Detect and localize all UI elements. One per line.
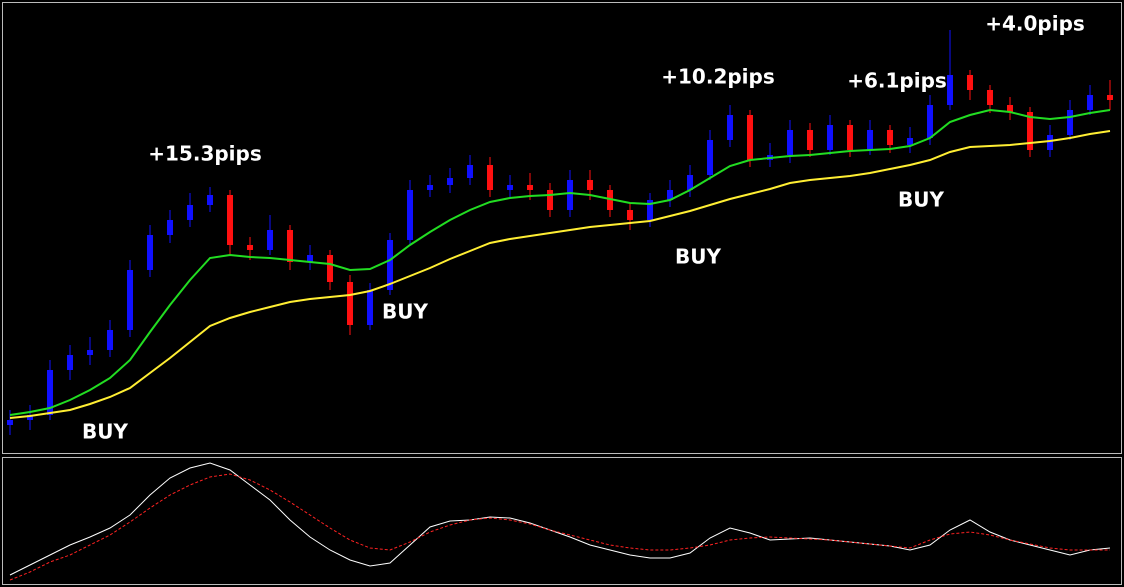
candle-body <box>447 178 453 185</box>
candle-body <box>287 230 293 262</box>
candle-body <box>1007 105 1013 112</box>
candle-body <box>407 190 413 240</box>
annotation: +4.0pips <box>985 12 1085 36</box>
candle-body <box>27 415 33 420</box>
candle-body <box>67 355 73 370</box>
candle-body <box>387 240 393 290</box>
candle-body <box>587 180 593 190</box>
candle-body <box>267 230 273 250</box>
annotation: BUY <box>82 420 128 444</box>
candle-body <box>567 180 573 210</box>
annotation: +10.2pips <box>661 65 775 89</box>
candle-body <box>727 115 733 140</box>
candle-body <box>87 350 93 355</box>
candle-body <box>547 190 553 210</box>
candle-body <box>167 220 173 235</box>
candle-body <box>207 195 213 205</box>
candle-body <box>867 130 873 150</box>
candle-body <box>667 190 673 200</box>
candle-body <box>1087 95 1093 110</box>
line <box>9 130 1111 419</box>
annotation: +15.3pips <box>148 142 262 166</box>
candle-body <box>987 90 993 105</box>
oscillator-panel <box>2 457 1122 585</box>
candle-body <box>527 185 533 190</box>
candle-body <box>787 130 793 155</box>
candle-body <box>907 138 913 145</box>
line <box>9 473 1110 581</box>
candle-body <box>247 245 253 250</box>
candle-body <box>1107 95 1113 100</box>
line <box>9 108 1111 416</box>
candle-body <box>487 165 493 190</box>
candle-body <box>7 420 13 425</box>
candle-body <box>707 140 713 175</box>
annotation: BUY <box>675 245 721 269</box>
annotation: +6.1pips <box>847 69 947 93</box>
candle-body <box>847 125 853 150</box>
candle-body <box>327 255 333 282</box>
candle-body <box>467 165 473 178</box>
candle-body <box>887 130 893 145</box>
candle-body <box>747 115 753 160</box>
price-panel <box>2 2 1122 454</box>
candle-body <box>1067 110 1073 135</box>
candle-body <box>1047 135 1053 150</box>
candle-body <box>187 205 193 220</box>
candle-body <box>147 235 153 270</box>
candle-body <box>647 200 653 220</box>
candle-body <box>307 255 313 262</box>
annotation: BUY <box>382 300 428 324</box>
candle-body <box>47 370 53 415</box>
candle-body <box>687 175 693 190</box>
candle-body <box>107 330 113 350</box>
candle-body <box>967 75 973 90</box>
candle-body <box>367 290 373 325</box>
candle-body <box>1027 112 1033 150</box>
candle-body <box>947 75 953 105</box>
candle-body <box>427 185 433 190</box>
candle-body <box>227 195 233 245</box>
candle-body <box>347 282 353 325</box>
candle-body <box>507 185 513 190</box>
candle-body <box>827 125 833 150</box>
candle-body <box>127 270 133 330</box>
line <box>9 462 1111 576</box>
candle-body <box>627 210 633 220</box>
candle-body <box>927 105 933 138</box>
annotation: BUY <box>898 188 944 212</box>
candle-body <box>807 130 813 150</box>
